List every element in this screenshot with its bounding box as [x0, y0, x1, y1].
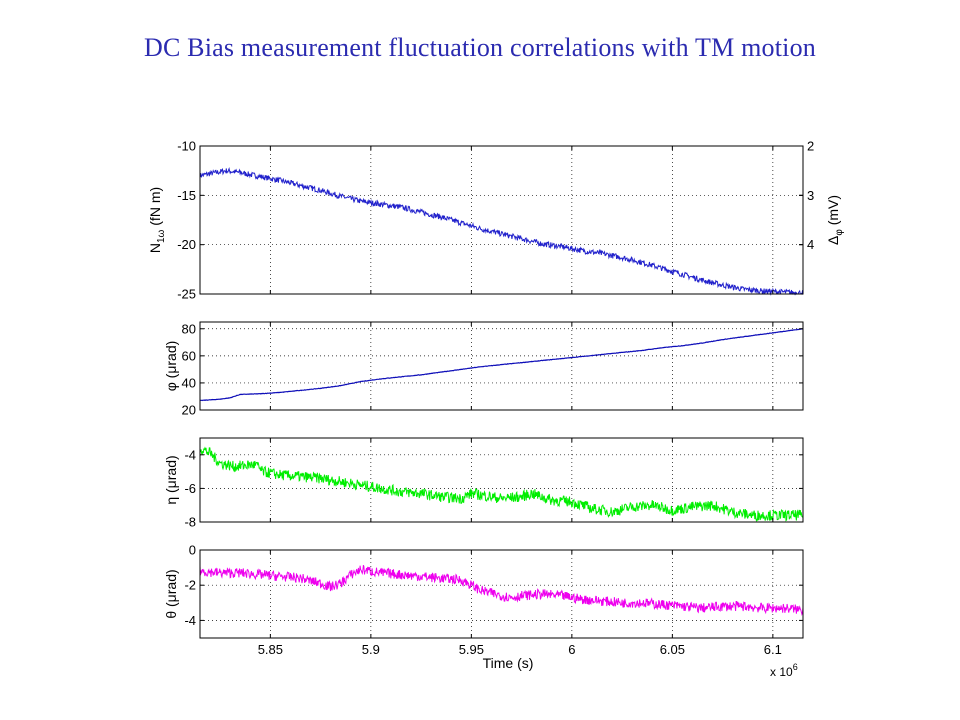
y-tick-label: 80 — [182, 321, 196, 336]
y-tick-label: -10 — [177, 139, 196, 154]
y-tick-label: -4 — [184, 613, 196, 628]
y-right-tick-label: 4 — [807, 237, 814, 252]
y-tick-label: -15 — [177, 188, 196, 203]
y-axis-right-label: Δφ (mV) — [825, 195, 845, 245]
y-tick-label: 20 — [182, 403, 196, 418]
plot-frame — [199, 549, 804, 639]
y-tick-label: -25 — [177, 287, 196, 302]
x-tick-label: 6.1 — [764, 642, 782, 657]
series-line-1 — [199, 167, 804, 296]
x-tick-label: 6 — [568, 642, 575, 657]
chart-panel-4: -4 -2 0 5.85 5.9 5.95 6 6.05 6.1 Time (s) x 106 θ (… — [163, 543, 804, 679]
x-axis-label: Time (s) — [483, 655, 534, 671]
y-tick-label: -8 — [184, 515, 196, 530]
y-tick-label: -20 — [177, 237, 196, 252]
y-axis-label: θ (μrad) — [163, 569, 179, 618]
slide-title: DC Bias measurement fluctuation correlat… — [143, 33, 817, 62]
chart-panel-1: -25 -20 -15 -10 2 3 4 N1ω (fN m) Δφ (mV) — [147, 139, 845, 302]
x-tick-label: 5.95 — [459, 642, 484, 657]
y-tick-label: -6 — [184, 481, 196, 496]
x-tick-label: 5.85 — [258, 642, 283, 657]
y-right-tick-label: 2 — [807, 139, 814, 154]
series-line-2 — [199, 328, 804, 402]
x-tick-label: 6.05 — [660, 642, 685, 657]
y-axis-label: N1ω (fN m) — [147, 187, 167, 253]
y-tick-label: 60 — [182, 348, 196, 363]
chart-panel-2: 20 40 60 80φ (μrad) — [163, 321, 804, 418]
plot-frame — [199, 145, 804, 295]
y-tick-label: -2 — [184, 578, 196, 593]
y-tick-label: 40 — [182, 375, 196, 390]
y-axis-label: η (μrad) — [163, 455, 179, 504]
plot-frame — [199, 437, 804, 523]
y-axis-label: φ (μrad) — [163, 341, 179, 392]
plot-frame — [199, 321, 804, 411]
y-tick-label: 0 — [189, 543, 196, 558]
x-tick-label: 5.9 — [362, 642, 380, 657]
y-right-tick-label: 3 — [807, 188, 814, 203]
y-tick-label: -4 — [184, 447, 196, 462]
series-line-3 — [199, 446, 804, 523]
series-line-4 — [199, 565, 804, 616]
x-axis-multiplier: x 106 — [770, 662, 798, 679]
chart-panel-3: -8 -6 -4 η (μrad) — [163, 437, 804, 530]
